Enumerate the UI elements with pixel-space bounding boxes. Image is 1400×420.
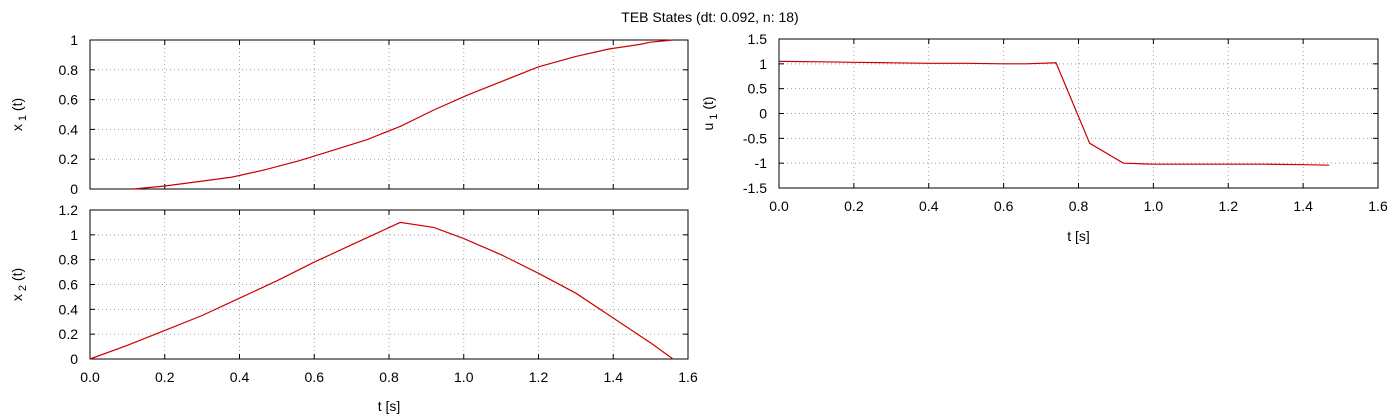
x-tick-label: 1.6 <box>678 369 698 385</box>
x-tick-label: 0.8 <box>1069 198 1089 214</box>
y-tick-label: 0.2 <box>59 326 79 342</box>
series-line-u1 <box>778 60 1330 166</box>
y-tick-label: 0.8 <box>59 62 79 78</box>
x-tick-label: 1.4 <box>604 369 624 385</box>
plot-frame <box>89 209 689 360</box>
y-tick-label: -0.5 <box>743 130 767 146</box>
y-axis-label: x 1 (t) <box>9 98 29 131</box>
y-tick-label: -1 <box>755 155 768 171</box>
series-line-x2 <box>89 221 674 360</box>
plots-group: 0 0.2 0.4 0.6 0.8 1 x 1 (t) -1.5 -1 -0.5 0 0.5 1 1.5 0… <box>9 31 1388 414</box>
y-tick-label: 1 <box>759 56 767 72</box>
y-tick-label: 0.5 <box>748 81 768 97</box>
y-tick-label: 0 <box>759 106 767 122</box>
x-tick-label: 0.6 <box>305 369 325 385</box>
x-tick-label: 0.6 <box>994 198 1014 214</box>
y-tick-label: 1.2 <box>59 202 79 218</box>
plot-x1: 0 0.2 0.4 0.6 0.8 1 x 1 (t) <box>9 32 689 197</box>
y-tick-label: 1.5 <box>748 31 768 47</box>
x-tick-label: 1.6 <box>1368 198 1388 214</box>
y-axis-label: u 1 (t) <box>700 96 720 130</box>
x-tick-label: 1.2 <box>1219 198 1239 214</box>
y-tick-label: 0.2 <box>59 151 79 167</box>
y-tick-label: -1.5 <box>743 180 767 196</box>
x-tick-label: 0.8 <box>379 369 399 385</box>
y-tick-label: 0 <box>70 351 78 367</box>
plot-x2: 0 0.2 0.4 0.6 0.8 1 1.2 0.0 0.2 0.4 0.6 0.8 1.0 1.2 1.… <box>9 202 698 414</box>
plot-frame <box>778 38 1379 189</box>
x-tick-label: 0.4 <box>230 369 250 385</box>
plot-frame <box>89 39 689 190</box>
x-tick-label: 0.2 <box>155 369 175 385</box>
y-tick-label: 0.8 <box>59 252 79 268</box>
y-tick-label: 1 <box>70 227 78 243</box>
x-tick-label: 1.4 <box>1293 198 1313 214</box>
y-tick-label: 0.6 <box>59 92 79 108</box>
x-tick-label: 1.0 <box>1144 198 1164 214</box>
x-tick-label: 0.0 <box>769 198 789 214</box>
y-tick-label: 0.4 <box>59 121 79 137</box>
x-tick-label: 0.2 <box>844 198 864 214</box>
x-axis-label: t [s] <box>1067 228 1090 244</box>
y-tick-label: 0.6 <box>59 277 79 293</box>
x-tick-label: 1.2 <box>529 369 549 385</box>
x-axis-label: t [s] <box>378 398 401 414</box>
y-tick-label: 0 <box>70 181 78 197</box>
x-tick-label: 0.4 <box>919 198 939 214</box>
x-tick-label: 1.0 <box>454 369 474 385</box>
y-tick-label: 1 <box>70 32 78 48</box>
series-line-x1 <box>133 39 674 190</box>
y-axis-label: x 2 (t) <box>9 268 29 301</box>
x-tick-label: 0.0 <box>80 369 100 385</box>
plot-u1: -1.5 -1 -0.5 0 0.5 1 1.5 0.0 0.2 0.4 0.6 0.8 1.0 1.2 1… <box>700 31 1388 244</box>
figure-title: TEB States (dt: 0.092, n: 18) <box>621 9 798 25</box>
y-tick-label: 0.4 <box>59 301 79 317</box>
